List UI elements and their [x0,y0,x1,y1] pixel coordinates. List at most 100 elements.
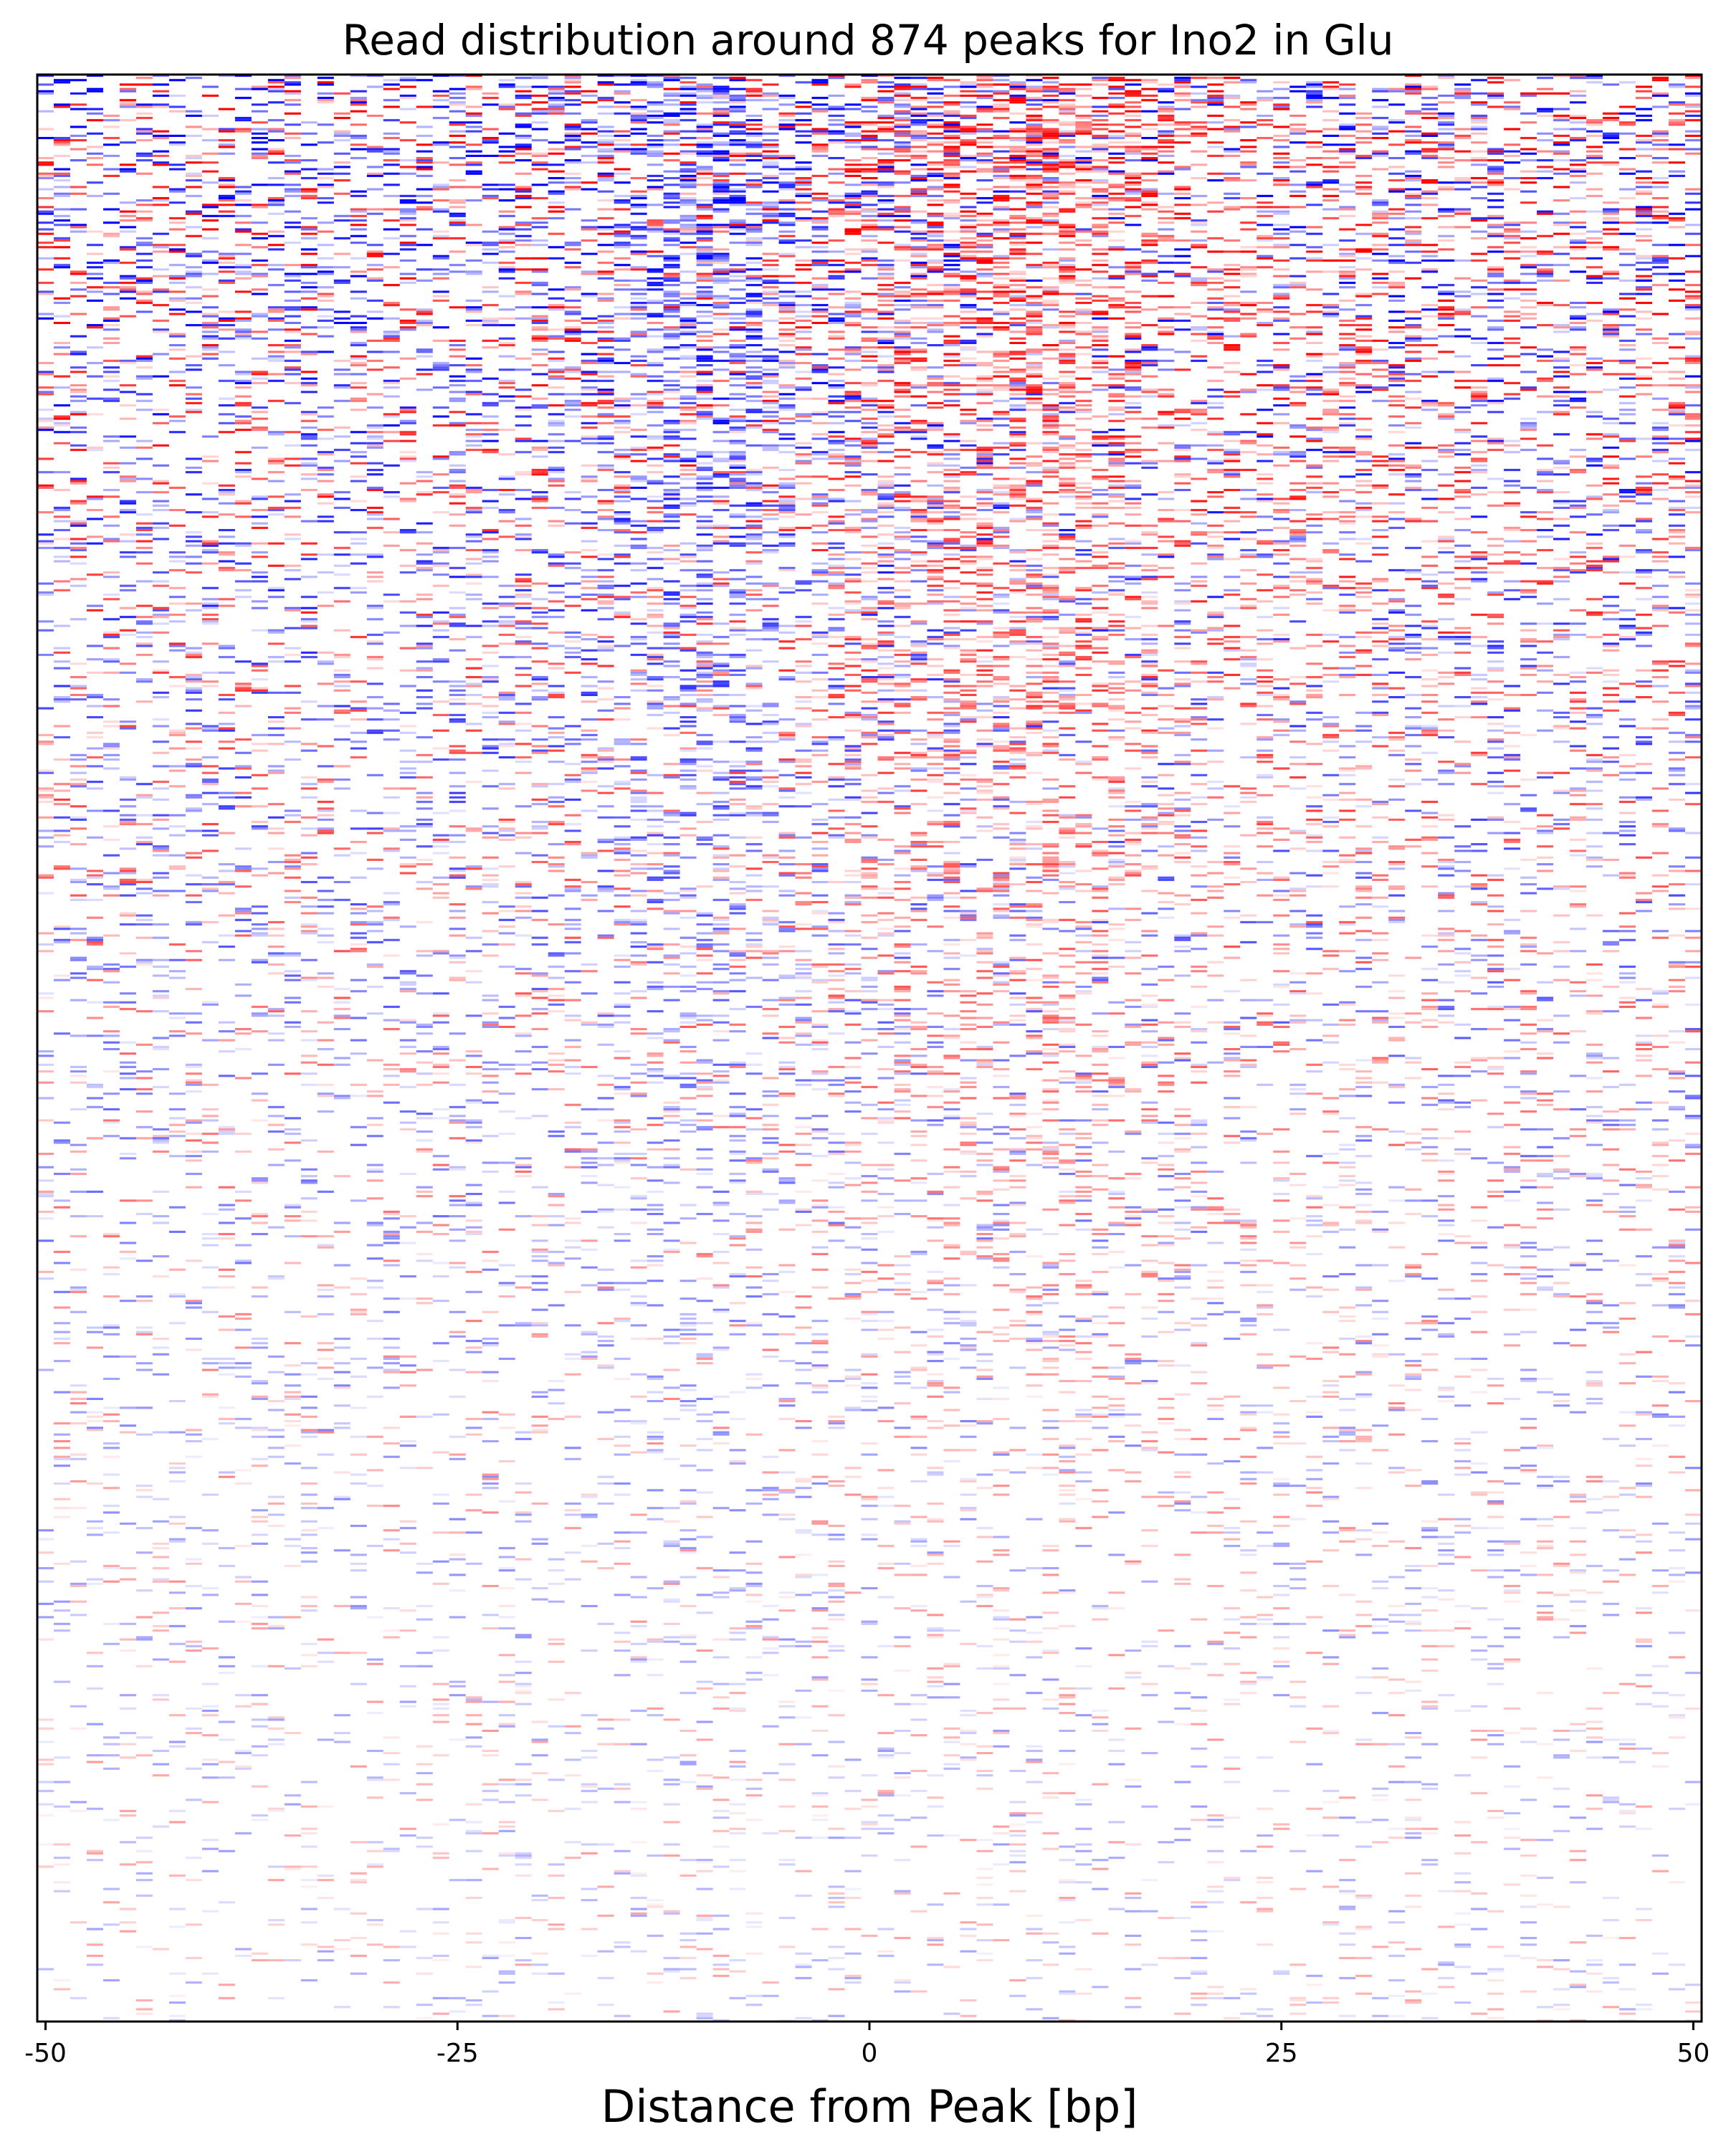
heatmap-cell-downstream [1438,226,1455,229]
heatmap-cell-downstream [993,166,1010,168]
heatmap-cell-downstream [218,431,235,434]
heatmap-cell-upstream [1306,330,1323,333]
heatmap-cell-upstream [828,379,845,382]
heatmap-cell-upstream [745,141,763,144]
heatmap-cell-downstream [1059,326,1076,329]
heatmap-cell-upstream [251,313,268,315]
heatmap-cell-downstream [1355,346,1373,349]
heatmap-cell-downstream [1471,279,1488,282]
heatmap-cell-downstream [1553,134,1570,138]
heatmap-cell-downstream [1685,417,1702,420]
heatmap-cell-downstream [894,123,911,126]
heatmap-cell-downstream [1372,361,1389,364]
heatmap-cell-downstream [1141,389,1158,391]
heatmap-cell-upstream [317,406,334,409]
heatmap-cell-downstream [1405,406,1422,409]
heatmap-cell-downstream [811,132,829,135]
heatmap-cell-upstream [1026,141,1043,144]
heatmap-cell-downstream [449,179,466,182]
heatmap-cell-downstream [1636,357,1653,360]
heatmap-cell-upstream [234,117,252,120]
heatmap-cell-downstream [1174,216,1191,219]
heatmap-cell-downstream [993,389,1010,391]
heatmap-cell-downstream [1322,87,1340,90]
heatmap-cell-downstream [300,196,318,200]
heatmap-cell-upstream [465,299,482,302]
heatmap-cell-upstream [597,125,614,128]
heatmap-cell-upstream [1141,188,1158,191]
heatmap-cell-upstream [1026,363,1043,367]
heatmap-cell-downstream [333,112,350,115]
heatmap-cell-upstream [630,152,647,155]
heatmap-cell-downstream [910,254,927,257]
heatmap-cell-downstream [1141,148,1158,151]
heatmap-cell-upstream [630,335,647,338]
heatmap-cell-downstream [1026,401,1043,404]
heatmap-cell-upstream [1405,188,1422,191]
heatmap-cell-downstream [861,184,878,186]
heatmap-cell-upstream [828,77,845,80]
heatmap-cell-downstream [927,244,944,247]
heatmap-cell-upstream [1537,272,1554,275]
heatmap-cell-downstream [1306,310,1323,313]
heatmap-cell-upstream [1306,83,1323,86]
heatmap-cell-downstream [1026,232,1043,235]
heatmap-cell-downstream [1355,174,1373,177]
heatmap-cell-downstream [1092,313,1109,315]
heatmap-cell-downstream [762,395,779,398]
heatmap-cell-downstream [432,199,449,202]
heatmap-cell-downstream [877,163,895,166]
heatmap-cell-upstream [745,328,763,331]
heatmap-cell-downstream [1191,339,1208,342]
heatmap-cell-downstream [1158,146,1175,148]
heatmap-cell-downstream [70,371,87,373]
heatmap-cell-upstream [1092,168,1109,171]
heatmap-cell-downstream [1405,194,1422,197]
heatmap-cell-upstream [1158,262,1175,265]
heatmap-cell-downstream [927,299,944,302]
heatmap-cell-downstream [1388,212,1406,215]
heatmap-cell-upstream [663,139,680,142]
heatmap-cell-downstream [1075,313,1092,315]
heatmap-cell-downstream [1158,150,1175,153]
heatmap-cell-upstream [465,371,482,373]
heatmap-cell-upstream [432,90,449,92]
heatmap-cell-upstream [712,92,730,95]
heatmap-cell-downstream [927,268,944,271]
heatmap-cell-upstream [960,159,977,162]
heatmap-cell-downstream [1174,134,1191,138]
heatmap-cell-downstream [877,90,895,92]
heatmap-cell-downstream [993,117,1010,120]
heatmap-cell-downstream [745,87,763,90]
heatmap-cell-upstream [943,264,960,267]
heatmap-cell-upstream [1207,401,1224,404]
heatmap-cell-upstream [1273,284,1290,287]
heatmap-cell-upstream [515,190,532,193]
heatmap-cell-downstream [1141,192,1158,195]
heatmap-cell-downstream [976,239,993,242]
heatmap-cell-downstream [37,268,54,271]
heatmap-cell-upstream [679,366,697,369]
heatmap-cell-upstream [383,351,400,353]
heatmap-cell-upstream [1685,201,1702,204]
heatmap-cell-downstream [1207,417,1224,420]
heatmap-cell-downstream [597,216,614,219]
heatmap-cell-downstream [712,313,730,315]
heatmap-cell-downstream [614,257,631,260]
heatmap-cell-downstream [1454,310,1472,313]
heatmap-cell-downstream [993,230,1010,233]
heatmap-cell-upstream [350,234,367,237]
heatmap-cell-downstream [102,341,120,345]
heatmap-cell-upstream [102,143,120,146]
heatmap-cell-downstream [1158,234,1175,237]
heatmap-cell-upstream [498,277,515,280]
heatmap-cell-downstream [1553,199,1570,202]
heatmap-cell-upstream [1438,234,1455,237]
heatmap-cell-upstream [1273,161,1290,164]
heatmap-cell-downstream [1421,117,1439,120]
heatmap-cell-downstream [53,139,70,142]
heatmap-cell-upstream [679,317,697,320]
heatmap-cell-downstream [102,324,120,327]
heatmap-cell-downstream [943,299,960,302]
heatmap-cell-downstream [1537,114,1554,118]
